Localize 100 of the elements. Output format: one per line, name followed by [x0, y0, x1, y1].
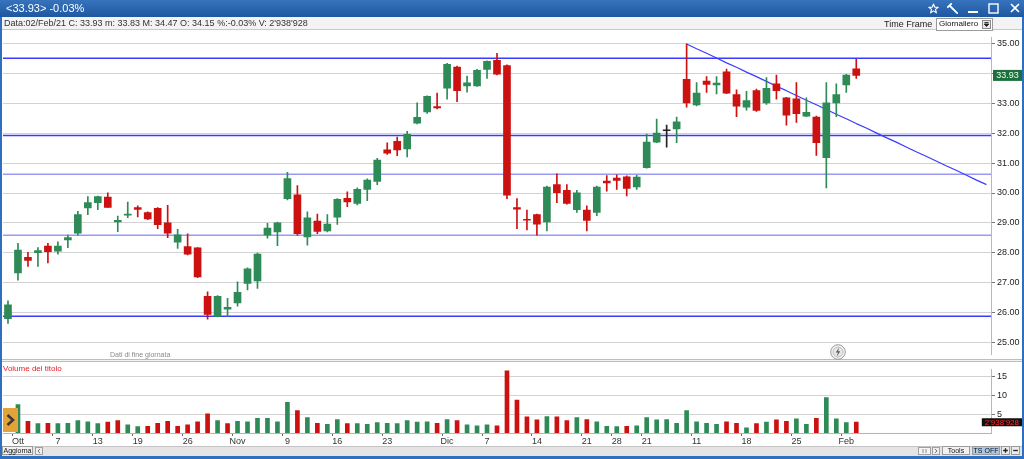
bar [295, 410, 300, 433]
bar [354, 423, 360, 433]
bar [484, 424, 490, 433]
bar [464, 424, 470, 433]
bar [125, 424, 131, 433]
bar [634, 425, 640, 433]
annotation: 33.93 [996, 70, 1019, 81]
bar [155, 422, 161, 433]
y-tick-label: 15 [997, 371, 1008, 382]
bar [245, 421, 250, 433]
bar [674, 422, 679, 433]
x-tick-label: 11 [691, 435, 702, 446]
bar [784, 421, 789, 433]
bar [165, 421, 170, 433]
candlestick [433, 92, 441, 110]
bar [694, 421, 699, 433]
bar [853, 421, 859, 433]
bar [744, 427, 749, 433]
candlestick [523, 209, 531, 231]
x-tick-label: 7 [55, 435, 61, 446]
bar [814, 418, 819, 433]
bar [824, 397, 829, 433]
candlestick [612, 174, 621, 190]
y-tick-label: 26.00 [997, 307, 1020, 318]
bar [804, 424, 809, 433]
bar [334, 419, 340, 433]
bar [115, 420, 121, 433]
y-tick-label: 30.00 [997, 187, 1020, 198]
bar [754, 423, 759, 433]
x-tick-label: Dic [440, 435, 455, 446]
y-tick-label: 10 [997, 390, 1008, 401]
bar [315, 422, 320, 433]
candlestick [24, 251, 32, 267]
bar [584, 419, 590, 433]
bar [654, 419, 660, 433]
y-tick-label: 29.00 [997, 217, 1020, 228]
x-tick-label: 21 [581, 435, 592, 446]
x-tick-label: 23 [382, 435, 393, 446]
bar [225, 423, 230, 433]
x-tick-label: 9 [284, 435, 290, 446]
chart-subtitle: Data:02/Feb/21 C: 33.93 m: 33.83 M: 34.47 O: 34.15 %:-0.03% V: 2'938'928 [4, 18, 308, 28]
x-tick-label: Feb [838, 435, 855, 446]
y-tick-label: 27.00 [997, 277, 1020, 288]
bar [833, 418, 839, 433]
bar [255, 418, 260, 433]
candlestick [343, 191, 352, 208]
x-tick-label: Nov [229, 435, 247, 446]
y-tick-label: 35.00 [997, 37, 1020, 48]
text: Time Frame [884, 19, 933, 29]
chart-title: <33.93> -0.03% [6, 2, 85, 15]
bar [285, 401, 290, 433]
x-tick-label: 16 [332, 435, 343, 446]
bar [195, 421, 200, 433]
bar [85, 421, 91, 433]
bar [305, 417, 310, 433]
bar [364, 424, 370, 433]
bar [185, 424, 190, 433]
x-tick-label: 19 [132, 435, 143, 446]
x-tick-label: 25 [791, 435, 802, 446]
x-tick-label: Ott [11, 435, 25, 446]
bar [374, 422, 380, 433]
bar [215, 420, 220, 433]
bar [384, 422, 390, 433]
bar [664, 419, 669, 433]
bar [774, 419, 779, 433]
bar [205, 413, 210, 433]
bar [344, 423, 350, 433]
bar [724, 421, 729, 433]
bar [614, 426, 620, 433]
y-tick-label: 25.00 [997, 337, 1020, 348]
bar [684, 410, 689, 433]
x-tick-label: 28 [611, 435, 622, 446]
y-tick-label: 32.00 [997, 127, 1020, 138]
bar [594, 421, 600, 433]
x-tick-label: 14 [531, 435, 542, 446]
bar [764, 421, 769, 433]
y-tick-label: 5 [997, 408, 1003, 419]
annotation: 2'938'928 [984, 417, 1020, 427]
dropdown: Giornaliero [936, 18, 993, 31]
bar [394, 423, 400, 433]
bar [404, 420, 410, 433]
bar [105, 421, 111, 433]
bar [794, 418, 799, 433]
x-tick-label: 26 [182, 435, 193, 446]
bar [604, 425, 610, 433]
bar [325, 424, 330, 433]
bar [95, 423, 101, 433]
candlestick [383, 142, 392, 155]
x-tick-label: 21 [641, 435, 652, 446]
bar [235, 421, 240, 433]
bar [265, 418, 270, 433]
x-tick-label: 7 [484, 435, 490, 446]
bar [275, 421, 280, 433]
x-tick-label: 18 [741, 435, 752, 446]
bar [734, 422, 739, 433]
candlestick [513, 198, 521, 229]
bar [843, 422, 849, 433]
bar [714, 424, 719, 433]
bar [624, 425, 630, 433]
chart-title: Volume del titolo [3, 364, 62, 374]
